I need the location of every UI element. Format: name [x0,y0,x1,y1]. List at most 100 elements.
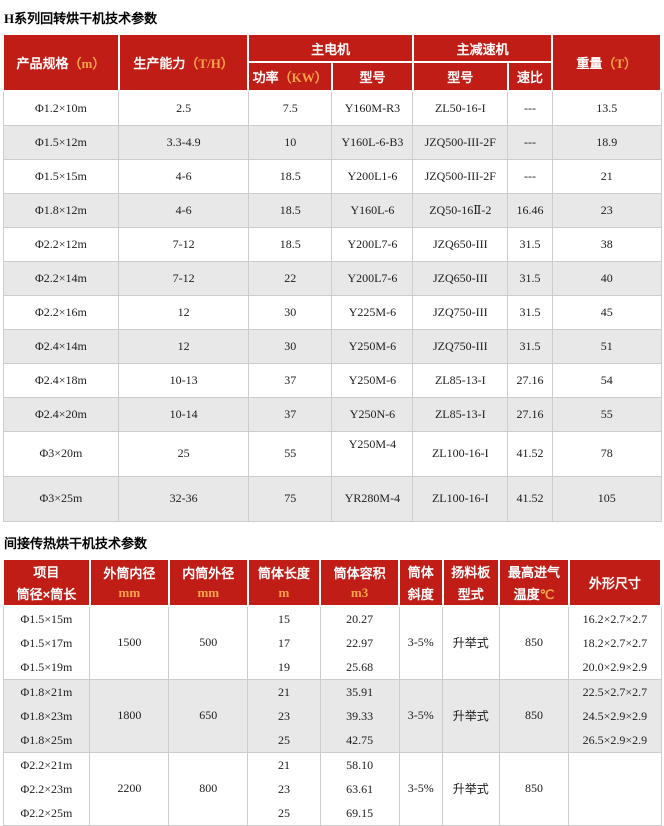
table-row: Φ1.5×12m 3.3-4.9 10 Y160L-6-B3 JZQ500-II… [2,124,662,160]
cell-spec: Φ2.4×14m [2,328,120,364]
volume-line: 35.91 [346,684,374,699]
th-temp-line1: 最高进气 [507,564,560,580]
table-row: Φ1.8×12m 4-6 18.5 Y160L-6 ZQ50-16Ⅱ-2 16.… [2,192,662,228]
th-item-line2: 筒径×筒长 [16,586,77,602]
cell-weight: 78 [551,430,662,477]
cell-power: 30 [247,294,333,330]
cell-ratio: 31.5 [507,328,553,364]
dims-line: 18.2×2.7×2.7 [582,635,648,650]
cell-max-temp: 850 [498,751,570,826]
length-line: 23 [277,708,290,723]
cell-power: 75 [247,475,333,522]
cell-weight: 40 [551,260,662,296]
th-volume-line1: 筒体容积 [333,566,386,581]
volume-line: 20.27 [346,611,374,626]
cell-volumes: 35.91 39.33 42.75 [319,678,400,753]
volume-line: 25.68 [346,659,374,674]
th-plate-line1: 扬料板 [451,564,491,580]
cell-items: Φ1.5×15m Φ1.5×17m Φ1.5×19m [2,605,91,680]
cell-reducer-model: ZL100-16-I [412,475,509,522]
item-line: Φ1.8×25m [20,732,73,747]
cell-ratio: 41.52 [507,475,553,522]
cell-weight: 54 [551,362,662,398]
table-row: Φ3×20m 25 55 Y250M-4 ZL100-16-I 41.52 78 [2,430,662,477]
dims-line [571,801,658,825]
cell-max-temp: 850 [498,678,570,753]
cell-slope: 3-5% [398,751,444,826]
cell-capacity: 4-6 [118,158,249,194]
cell-items: Φ2.2×21m Φ2.2×23m Φ2.2×25m [2,751,91,826]
length-line: 25 [277,805,290,820]
table-row-group: Φ1.5×15m Φ1.5×17m Φ1.5×19m 1500 500 15 1… [2,605,662,680]
cell-reducer-model: JZQ500-III-2F [412,124,509,160]
cell-plate-type: 升举式 [442,605,500,680]
cell-weight: 13.5 [551,90,662,126]
cell-power: 37 [247,362,333,398]
cell-power: 10 [247,124,333,160]
dims-line: 22.5×2.7×2.7 [582,684,648,699]
dims-line [571,753,658,777]
th-inner-line1: 内筒外径 [182,566,235,581]
volume-line: 63.61 [346,781,374,796]
cell-ratio: 27.16 [507,362,553,398]
table-row-group: Φ2.2×21m Φ2.2×23m Φ2.2×25m 2200 800 21 2… [2,751,662,826]
th-power-label: 功率 [252,70,279,85]
dims-line [571,777,658,801]
cell-items: Φ1.8×21m Φ1.8×23m Φ1.8×25m [2,678,91,753]
table-row: Φ2.4×18m 10-13 37 Y250M-6 ZL85-13-I 27.1… [2,362,662,398]
th-item-line1: 项目 [33,564,60,580]
table-row: Φ2.2×14m 7-12 22 Y200L7-6 JZQ650-III 31.… [2,260,662,296]
cell-reducer-model: JZQ650-III [412,226,509,262]
cell-weight: 55 [551,396,662,432]
th-outer-diameter: 外筒内径 mm [88,557,170,607]
table-row: Φ1.5×15m 4-6 18.5 Y200L1-6 JZQ500-III-2F… [2,158,662,194]
th-temp-unit: ℃ [539,586,555,602]
volume-line: 58.10 [346,757,374,772]
cell-ratio: --- [507,124,553,160]
th-product-spec: 产品规格（m） [2,33,120,92]
cell-capacity: 12 [118,328,249,364]
th-capacity: 生产能力（T/H） [117,33,250,92]
cell-spec: Φ1.2×10m [2,90,120,126]
cell-ratio: 31.5 [507,226,553,262]
table-row-group: Φ1.8×21m Φ1.8×23m Φ1.8×25m 1800 650 21 2… [2,678,662,753]
cell-weight: 18.9 [551,124,662,160]
cell-reducer-model: ZL85-13-I [412,396,509,432]
cell-motor-model: Y250N-6 [331,396,414,432]
cell-weight: 105 [551,475,662,522]
cell-capacity: 12 [118,294,249,330]
cell-slope: 3-5% [398,678,444,753]
cell-outer-diameter: 1500 [89,605,170,680]
th-inner-unit: mm [197,585,220,600]
cell-reducer-model: JZQ750-III [412,328,509,364]
item-line: Φ1.8×21m [20,684,73,699]
cell-inner-diameter: 800 [168,751,249,826]
cell-outer-diameter: 2200 [89,751,170,826]
cell-weight: 51 [551,328,662,364]
cell-capacity: 2.5 [118,90,249,126]
table-row: Φ2.4×20m 10-14 37 Y250N-6 ZL85-13-I 27.1… [2,396,662,432]
cell-spec: Φ2.4×18m [2,362,120,398]
length-line: 25 [277,732,290,747]
cell-capacity: 7-12 [118,226,249,262]
cell-motor-model: Y160L-6 [331,192,414,228]
cell-motor-model: Y250M-6 [331,362,414,398]
th-capacity-unit: （T/H） [185,56,234,71]
item-line: Φ2.2×23m [20,781,73,796]
cell-spec: Φ2.2×14m [2,260,120,296]
cell-capacity: 25 [118,430,249,477]
cell-power: 18.5 [247,226,333,262]
th-plate-line2: 型式 [457,586,484,602]
cell-slope: 3-5% [398,605,444,680]
th-length-line1: 筒体长度 [257,566,310,581]
volume-line: 22.97 [346,635,374,650]
cell-reducer-model: ZL100-16-I [412,430,509,477]
cell-reducer-model: ZL50-16-I [412,90,509,126]
cell-ratio: 31.5 [507,260,553,296]
cell-motor-model: Y160L-6-B3 [331,124,414,160]
cell-spec: Φ3×25m [2,475,120,522]
th-temp-line2: 温度℃ [501,584,567,603]
cell-spec: Φ2.4×20m [2,396,120,432]
th-speed-ratio: 速比 [506,61,554,92]
th-cylinder-volume: 筒体容积 m3 [319,557,401,607]
